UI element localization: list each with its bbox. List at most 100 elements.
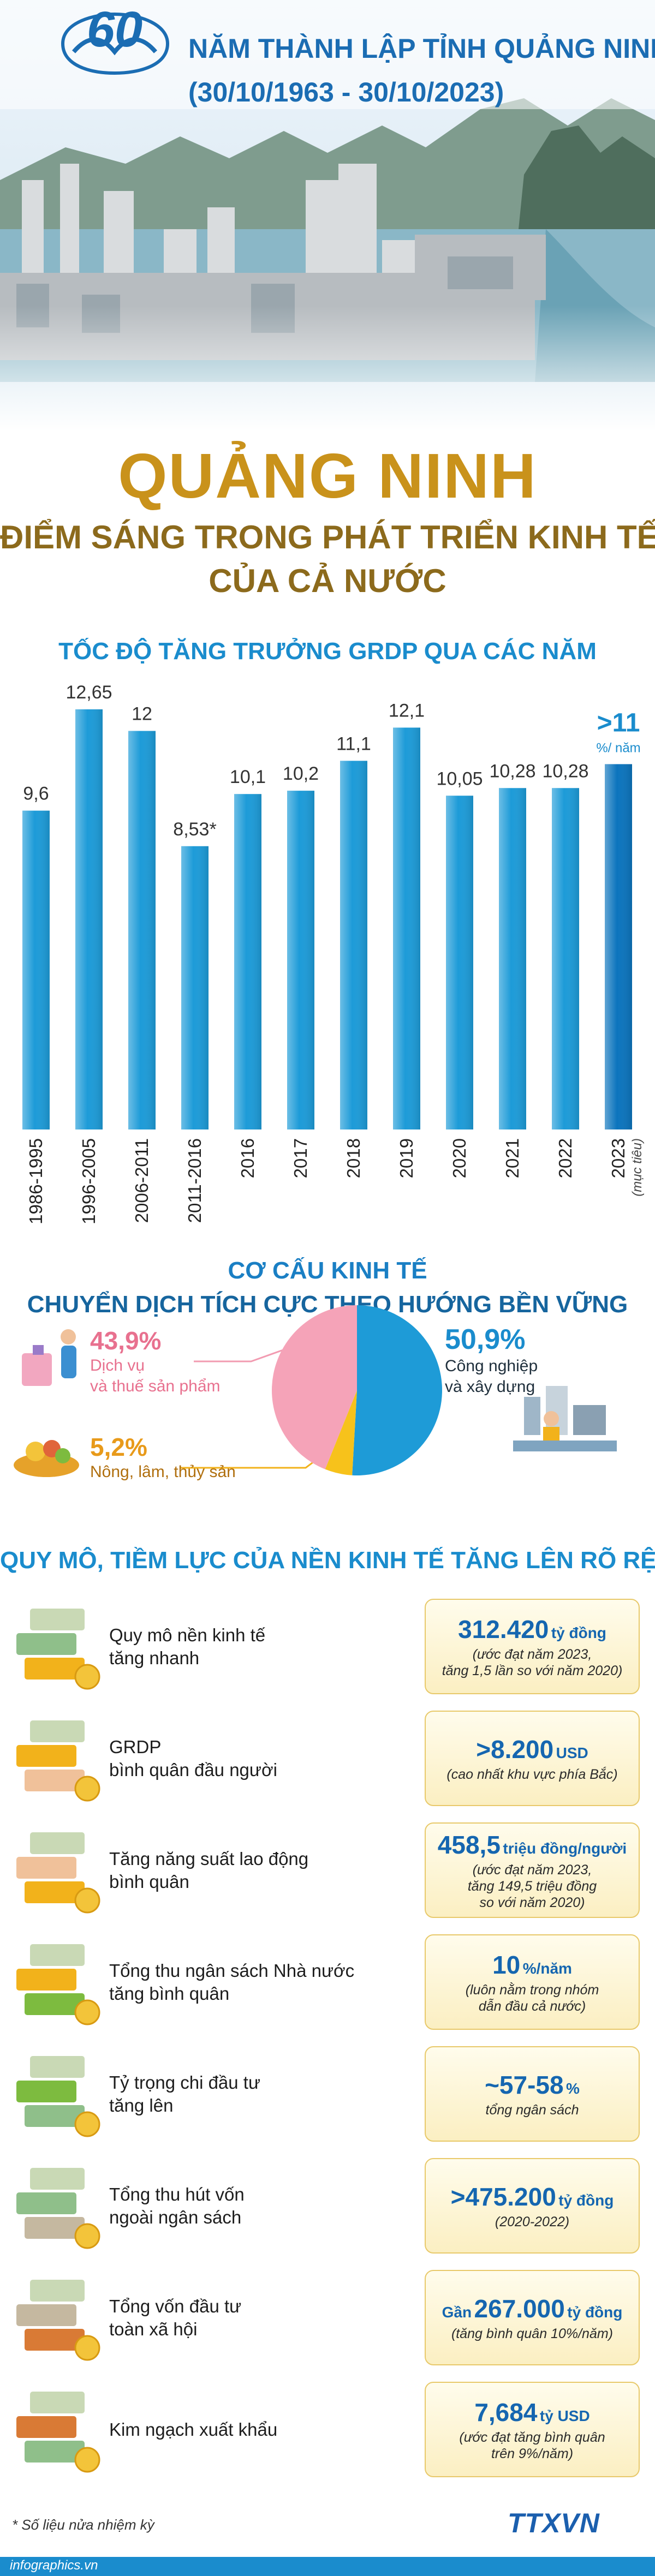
icon-stack (16, 2192, 76, 2214)
icon-coin (74, 2111, 100, 2137)
metric-box: >475.200 tỷ đồng (2020-2022) (425, 2158, 640, 2254)
metric-note: (ước đạt tăng bình quân trên 9%/năm) (459, 2429, 605, 2461)
metric-row: GRDP bình quân đầu người >8.200 USD (cao n… (0, 1702, 655, 1814)
main-title: QUẢNG NINH (118, 440, 537, 511)
metric-unit: %/năm (522, 1959, 572, 1977)
bar-shine (393, 727, 420, 1129)
icon-stack (16, 2081, 76, 2102)
category-label: 1996-2005 (79, 1138, 99, 1224)
subtitle-line: ĐIỂM SÁNG TRONG PHÁT TRIỂN KINH TẾ (0, 519, 655, 555)
metric-value: 312.420 (458, 1615, 549, 1643)
icon-stack (30, 1609, 85, 1630)
icon-coin (74, 1999, 100, 2025)
category-label: 2018 (343, 1138, 364, 1178)
category-label: 2017 (290, 1138, 311, 1178)
metric-row: Tổng thu hút vốn ngoài ngân sách >475.200… (0, 2150, 655, 2262)
bar-shine (552, 788, 579, 1129)
metric-row: Tổng vốn đầu tư toàn xã hội Gần 267.000 t… (0, 2262, 655, 2374)
header-photo (0, 0, 655, 431)
pie-category-label: Dịch vụ và thuế sản phẩm (90, 1356, 221, 1395)
category-label: 2022 (555, 1138, 575, 1178)
icon-stack (16, 1633, 76, 1655)
metric-main: Gần 267.000 tỷ đồng (442, 2294, 623, 2323)
value-label: 10,1 (230, 767, 266, 787)
metric-value: 7,684 (474, 2398, 538, 2426)
pie-value-label: 43,9% (90, 1326, 162, 1355)
value-unit: %/ năm (596, 740, 640, 755)
subtitle-line: CỦA CẢ NƯỚC (209, 563, 446, 599)
bar-shine (605, 764, 632, 1129)
metric-box: Gần 267.000 tỷ đồng (tăng bình quân 10%/n… (425, 2270, 640, 2365)
metric-label: Tổng thu ngân sách Nhà nước tăng bình qu… (109, 1960, 355, 2004)
category-label: 2023 (608, 1138, 628, 1178)
icon-stack (16, 1745, 76, 1767)
icon-coin (74, 2335, 100, 2361)
pie-slice (325, 1390, 357, 1475)
metric-icon (16, 2168, 100, 2249)
value-label: 10,05 (436, 768, 483, 789)
metric-box: 312.420 tỷ đồng (ước đạt năm 2023, tăng 1… (425, 1599, 640, 1694)
bar-shine (181, 846, 209, 1129)
metric-note: (tăng bình quân 10%/năm) (451, 2326, 614, 2341)
metric-prefix: Gần (442, 2303, 472, 2321)
icon-industry (513, 1386, 617, 1451)
metric-icon (16, 1832, 100, 1914)
metric-box: 10 %/năm (luôn nằm trong nhóm dẫn đầu cả … (425, 1934, 640, 2030)
metric-value: ~57-58 (485, 2070, 564, 2099)
bar-shine (75, 709, 103, 1129)
header-dates: (30/10/1963 - 30/10/2023) (188, 77, 504, 107)
metric-value: 267.000 (474, 2294, 565, 2323)
footer-site: infographics.vn (10, 2558, 98, 2573)
icon-coin (74, 2223, 100, 2249)
metric-box: ~57-58 % tổng ngân sách (425, 2046, 640, 2142)
chart-title: CƠ CẤU KINH TẾ (228, 1257, 427, 1284)
value-label: 12,65 (66, 682, 112, 703)
icon-services (22, 1329, 76, 1386)
icon-stack (30, 1720, 85, 1742)
category-label: 2019 (396, 1138, 416, 1178)
icon-stack (30, 2056, 85, 2078)
icon-stack (25, 2329, 85, 2351)
category-label: 1986-1995 (26, 1138, 46, 1224)
value-label: 12,1 (389, 700, 425, 721)
metric-main: >475.200 tỷ đồng (451, 2182, 614, 2212)
metric-unit: tỷ đồng (551, 1624, 606, 1641)
value-label: 10,2 (283, 763, 319, 784)
value-label: >11 (597, 708, 640, 737)
icon-stack (25, 1993, 85, 2015)
metric-box: 458,5 triệu đồng/người (ước đạt năm 2023,… (425, 1822, 640, 1918)
metric-icon (16, 1720, 100, 1802)
icon-stack (16, 1969, 76, 1991)
metric-icon (16, 2280, 100, 2361)
bar-shine (128, 731, 156, 1129)
metric-main: ~57-58 % (485, 2070, 580, 2100)
category-label: 2006-2011 (132, 1138, 152, 1223)
metric-row: Quy mô nền kinh tế tăng nhanh 312.420 tỷ … (0, 1591, 655, 1702)
pie-slice (272, 1305, 357, 1469)
annotation: (mục tiêu) (630, 1138, 645, 1197)
pie-slice (352, 1305, 442, 1475)
value-label: 10,28 (489, 761, 535, 781)
metric-value: 10 (492, 1950, 521, 1979)
metric-main: 458,5 triệu đồng/người (438, 1830, 627, 1860)
pie-value-label: 5,2% (90, 1433, 147, 1461)
metric-label: Tỷ trọng chi đầu tư tăng lên (109, 2072, 261, 2115)
metric-icon (16, 2392, 100, 2473)
footer-bar (0, 2557, 655, 2576)
metric-value: >8.200 (476, 1735, 554, 1764)
category-label: 2020 (449, 1138, 469, 1178)
metric-note: (cao nhất khu vực phía Bắc) (446, 1766, 618, 1782)
chart-title: TỐC ĐỘ TĂNG TRƯỞNG GRDP QUA CÁC NĂM (58, 637, 597, 665)
metric-value: 458,5 (437, 1830, 501, 1859)
value-label: 9,6 (23, 784, 49, 804)
metric-unit: triệu đồng/người (503, 1839, 627, 1857)
icon-stack (30, 2392, 85, 2413)
category-label: 2011-2016 (184, 1138, 205, 1223)
metric-note: (ước đạt năm 2023, tăng 1,5 lần so với n… (442, 1646, 623, 1678)
connector (194, 1347, 290, 1362)
metric-label: Quy mô nền kinh tế tăng nhanh (109, 1624, 266, 1668)
value-label: 8,53* (173, 819, 216, 840)
bar-shine (287, 791, 314, 1129)
metric-row: Kim ngạch xuất khẩu 7,684 tỷ USD (ước đạt … (0, 2374, 655, 2485)
icon-coin (74, 1887, 100, 1914)
